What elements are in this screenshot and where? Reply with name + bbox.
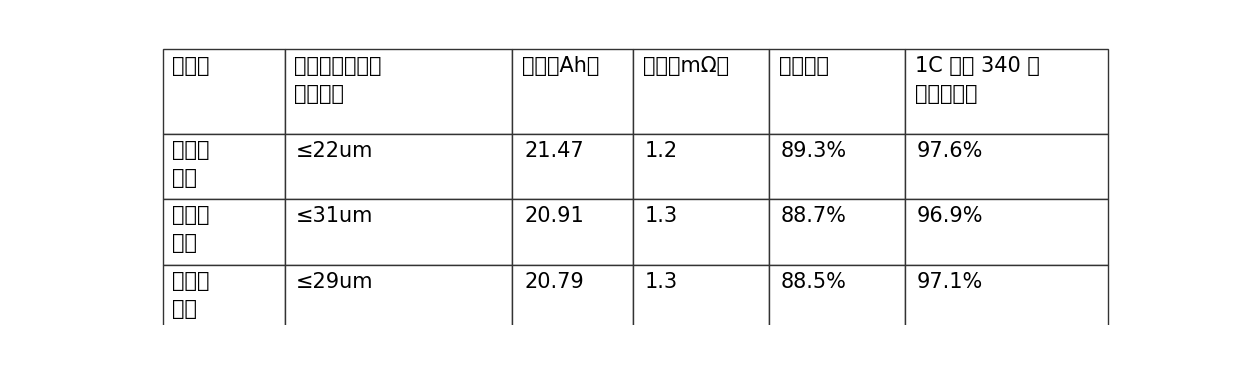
Text: 96.9%: 96.9% (916, 206, 983, 226)
Text: 89.3%: 89.3% (781, 141, 847, 161)
Bar (769, 265, 905, 330)
Bar (634, 265, 769, 330)
Text: ≤29um: ≤29um (296, 272, 373, 292)
Text: 浆料细度（刈板
细度计）: 浆料细度（刈板 细度计） (294, 55, 382, 104)
Bar (285, 49, 512, 134)
Bar (905, 49, 1109, 134)
Text: 1C 循环 340 周
容量保持率: 1C 循环 340 周 容量保持率 (915, 55, 1039, 104)
Text: 1.3: 1.3 (645, 272, 678, 292)
Text: 88.5%: 88.5% (781, 272, 847, 292)
Text: ≤31um: ≤31um (296, 206, 373, 226)
Text: 97.1%: 97.1% (916, 272, 983, 292)
Text: 实施方
式三: 实施方 式三 (172, 271, 210, 319)
Bar (905, 199, 1109, 265)
Bar (634, 49, 769, 134)
Bar (162, 134, 285, 199)
Text: 内阴（mΩ）: 内阴（mΩ） (644, 55, 729, 76)
Bar (512, 199, 634, 265)
Text: 21.47: 21.47 (525, 141, 584, 161)
Text: ≤22um: ≤22um (296, 141, 373, 161)
Bar (285, 265, 512, 330)
Text: 1.2: 1.2 (645, 141, 678, 161)
Text: 实施方
式二: 实施方 式二 (172, 205, 210, 253)
Bar (162, 49, 285, 134)
Bar (162, 265, 285, 330)
Bar (634, 199, 769, 265)
Bar (162, 199, 285, 265)
Text: 首次效率: 首次效率 (779, 55, 828, 76)
Bar (512, 49, 634, 134)
Text: 1.3: 1.3 (645, 206, 678, 226)
Bar (769, 134, 905, 199)
Bar (285, 134, 512, 199)
Text: 97.6%: 97.6% (916, 141, 983, 161)
Text: 88.7%: 88.7% (781, 206, 847, 226)
Bar (769, 49, 905, 134)
Text: 20.91: 20.91 (525, 206, 584, 226)
Text: 容量（Ah）: 容量（Ah） (522, 55, 599, 76)
Text: 20.79: 20.79 (525, 272, 584, 292)
Bar (905, 265, 1109, 330)
Bar (634, 134, 769, 199)
Bar (769, 199, 905, 265)
Text: 实施方
式一: 实施方 式一 (172, 140, 210, 188)
Bar (905, 134, 1109, 199)
Text: 实施例: 实施例 (172, 55, 210, 76)
Bar (512, 134, 634, 199)
Bar (512, 265, 634, 330)
Bar (285, 199, 512, 265)
